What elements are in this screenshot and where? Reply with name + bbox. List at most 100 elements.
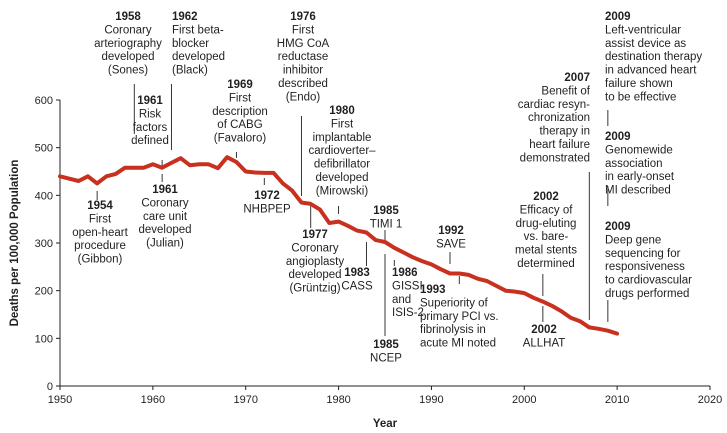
annotation-year: 1986 bbox=[392, 267, 418, 279]
annotation-text-line: developed bbox=[101, 51, 154, 63]
annotation-text-line: determined bbox=[517, 258, 575, 270]
annotation-text-line: CASS bbox=[341, 280, 373, 292]
annotation-year: 1977 bbox=[302, 229, 328, 241]
annotation-text-line: drug-eluting bbox=[516, 218, 577, 230]
annotation-year: 1961 bbox=[137, 95, 163, 107]
annotation-text-line: NHBPEP bbox=[243, 203, 291, 215]
annotation-text-line: ALLHAT bbox=[523, 337, 566, 349]
annotation-text-line: care unit bbox=[143, 211, 188, 223]
annotation-year: 1993 bbox=[420, 284, 446, 296]
annotation-year: 1958 bbox=[115, 11, 141, 23]
annotation-text-line: open-heart bbox=[72, 227, 128, 239]
annotation-year: 2009 bbox=[605, 11, 631, 23]
x-tick-label: 2010 bbox=[605, 394, 629, 406]
y-tick-label: 200 bbox=[35, 286, 53, 298]
annotation-text-line: drugs performed bbox=[605, 288, 689, 300]
annotation-text-line: metal stents bbox=[515, 245, 577, 257]
annotation-text-line: in advanced heart bbox=[605, 65, 697, 77]
annotation-text-line: failure shown bbox=[605, 78, 673, 90]
annotation-text-line: GISSI bbox=[392, 280, 423, 292]
annotation-text-line: Left-ventricular bbox=[605, 24, 681, 36]
annotation-text-line: of CABG bbox=[217, 119, 262, 131]
annotation-text-line: (Black) bbox=[172, 65, 208, 77]
annotation-text-line: therapy in bbox=[539, 126, 590, 138]
annotation-text-line: Coronary bbox=[141, 197, 189, 209]
annotation-text-line: MI described bbox=[605, 185, 671, 197]
annotation-year: 1985 bbox=[373, 339, 399, 351]
annotation-text-line: defined bbox=[131, 135, 169, 147]
annotation-year: 2009 bbox=[605, 221, 631, 233]
annotation-text-line: inhibitor bbox=[283, 65, 323, 77]
annotation-year: 1980 bbox=[329, 105, 355, 117]
series-line-0 bbox=[58, 155, 620, 336]
annotation-year: 1954 bbox=[87, 200, 113, 212]
x-tick-label: 2020 bbox=[698, 394, 722, 406]
annotation-text-line: to cardiovascular bbox=[605, 275, 692, 287]
annotations: 1954Firstopen-heartprocedure(Gibbon)1958… bbox=[72, 11, 702, 364]
annotation-text-line: (Endo) bbox=[286, 91, 321, 103]
annotation-text-line: developed bbox=[288, 269, 341, 281]
annotation-text-line: Efficacy of bbox=[520, 204, 574, 216]
annotation-text-line: (Mirowski) bbox=[316, 185, 369, 197]
annotation-year: 2007 bbox=[564, 72, 590, 84]
annotation-year: 1961 bbox=[152, 184, 178, 196]
annotation-text-line: First bbox=[89, 213, 112, 225]
annotation-year: 2002 bbox=[531, 324, 557, 336]
annotation-year: 1976 bbox=[290, 11, 316, 23]
y-tick-label: 400 bbox=[35, 190, 53, 202]
annotation-text-line: Genomewide bbox=[605, 144, 673, 156]
annotation-text-line: cardiac resyn- bbox=[518, 99, 590, 111]
annotation-year: 2009 bbox=[605, 131, 631, 143]
annotation-text-line: description bbox=[212, 106, 268, 118]
annotation-text-line: Risk bbox=[139, 108, 162, 120]
annotation-text-line: (Gibbon) bbox=[78, 254, 123, 266]
annotation-text-line: angioplasty bbox=[286, 256, 344, 268]
annotation-text-line: blocker bbox=[172, 38, 209, 50]
annotation-text-line: developed bbox=[138, 224, 191, 236]
annotation-text-line: Coronary bbox=[104, 24, 152, 36]
annotation-year: 1962 bbox=[172, 11, 198, 23]
annotation-year: 1983 bbox=[344, 267, 370, 279]
annotation-text-line: First bbox=[229, 92, 252, 104]
annotation-text-line: Benefit of bbox=[541, 85, 590, 97]
annotation-text-line: TIMI 1 bbox=[370, 218, 403, 230]
annotation-text-line: (Sones) bbox=[108, 65, 148, 77]
annotation-text-line: assist device as bbox=[605, 38, 686, 50]
annotation-text-line: implantable bbox=[313, 132, 372, 144]
annotation-text-line: First bbox=[292, 24, 315, 36]
data-series bbox=[58, 155, 620, 336]
annotation-text-line: arteriography bbox=[94, 38, 162, 50]
annotation-year: 1985 bbox=[373, 205, 399, 217]
annotation-text-line: cardioverter– bbox=[308, 145, 376, 157]
annotation-text-line: described bbox=[278, 78, 328, 90]
y-axis-title: Deaths per 100,000 Population bbox=[9, 160, 21, 327]
annotation-text-line: sequencing for bbox=[605, 248, 681, 260]
annotation-connectors bbox=[96, 84, 609, 336]
x-tick-label: 1970 bbox=[233, 394, 257, 406]
annotation-text-line: to be effective bbox=[605, 91, 676, 103]
annotation-text-line: (Grüntzig) bbox=[289, 283, 340, 295]
annotation-year: 1969 bbox=[227, 79, 253, 91]
annotation-text-line: responsiveness bbox=[605, 261, 685, 273]
annotation-text-line: demonstrated bbox=[520, 152, 590, 164]
axes: 0 100 200 300 400 500 600 1950 1960 1970 1980 1990 2… bbox=[35, 95, 723, 406]
annotation-text-line: Deep gene bbox=[605, 234, 661, 246]
annotation-text-line: heart failure bbox=[529, 139, 590, 151]
annotation-text-line: developed bbox=[172, 51, 225, 63]
y-tick-label: 0 bbox=[47, 381, 53, 393]
annotation-text-line: NCEP bbox=[370, 352, 402, 364]
